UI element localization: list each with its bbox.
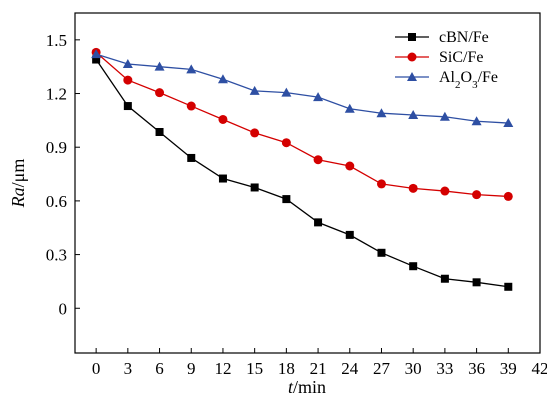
y-tick-label: 1.5 — [46, 31, 67, 50]
legend-entry: cBN/Fe — [395, 29, 489, 46]
series-layer — [91, 47, 514, 291]
series-line — [95, 53, 509, 124]
data-point — [154, 61, 165, 71]
x-tick-label: 21 — [310, 359, 327, 378]
data-point — [313, 92, 324, 102]
x-tick-label: 30 — [405, 359, 422, 378]
x-axis-title-unit: /min — [293, 377, 326, 397]
series-1 — [91, 47, 513, 201]
legend-marker — [407, 72, 417, 81]
data-point — [408, 183, 418, 193]
legend-label: cBN/Fe — [439, 29, 489, 46]
x-tick-label: 9 — [187, 359, 196, 378]
legend-label-part: SiC/Fe — [439, 49, 483, 66]
y-tick-label: 0.6 — [46, 192, 67, 211]
x-tick-label: 33 — [436, 359, 453, 378]
data-point — [282, 195, 291, 204]
data-point — [281, 138, 291, 148]
legend-label-part: Al — [439, 69, 456, 86]
data-point — [155, 128, 164, 136]
x-tick-label: 36 — [468, 359, 485, 378]
data-point — [186, 64, 197, 74]
y-tick-label: 1.2 — [46, 85, 67, 104]
data-point — [314, 218, 323, 227]
y-tick-label: 0.3 — [46, 246, 67, 265]
legend-entry: SiC/Fe — [395, 49, 483, 66]
x-axis-title-italic: t — [288, 377, 294, 397]
x-tick-label: 39 — [500, 359, 517, 378]
data-point — [218, 114, 228, 124]
data-point — [472, 190, 482, 200]
plot-frame — [74, 12, 541, 354]
data-point — [250, 128, 260, 138]
legend-label-part: 3 — [472, 79, 478, 91]
data-point — [439, 111, 450, 121]
data-point — [344, 103, 355, 113]
x-tick-label: 12 — [214, 359, 231, 378]
data-point — [376, 179, 386, 189]
y-axis-title-italic: Ra — [8, 187, 28, 208]
data-point — [376, 108, 387, 118]
y-axis-title-unit: /μm — [8, 159, 28, 188]
y-tick-label: 0 — [59, 299, 68, 318]
data-point — [155, 88, 165, 98]
data-point — [281, 87, 292, 97]
data-point — [408, 110, 419, 119]
data-point — [218, 174, 227, 183]
data-point — [187, 153, 196, 162]
x-tick-label: 24 — [341, 359, 359, 378]
x-tick-label: 3 — [124, 359, 133, 378]
data-point — [503, 118, 514, 128]
legend-marker — [408, 33, 416, 41]
data-point — [122, 59, 133, 68]
legend-label: Al2O3/Fe — [439, 69, 498, 91]
data-point — [91, 49, 102, 59]
series-line — [95, 51, 509, 198]
data-point — [345, 161, 355, 171]
data-point — [249, 85, 260, 95]
legend-label-part: 2 — [455, 79, 461, 91]
data-point — [377, 248, 386, 257]
data-point — [92, 55, 101, 64]
data-point — [123, 75, 133, 85]
data-point — [186, 101, 196, 111]
data-point — [250, 183, 259, 192]
x-axis-title: t/min — [288, 377, 326, 397]
legend: cBN/Fe SiC/Fe Al2O3/Fe — [395, 29, 498, 91]
x-tick-label: 27 — [373, 359, 391, 378]
legend-label-part: cBN/Fe — [439, 29, 489, 46]
y-axis-title: Ra/μm — [8, 159, 28, 209]
data-point — [472, 278, 481, 287]
data-point — [471, 116, 482, 126]
series-2 — [91, 49, 514, 128]
x-tick-label: 42 — [532, 359, 547, 378]
series-0 — [92, 55, 513, 291]
x-tick-label: 15 — [246, 359, 263, 378]
x-axis-ticks: 0 3 6 9 12 15 18 21 24 27 30 33 36 39 42 — [92, 348, 547, 378]
legend-label: SiC/Fe — [439, 49, 483, 66]
data-point — [440, 186, 450, 196]
legend-label-part: /Fe — [478, 69, 498, 86]
data-point — [503, 191, 513, 201]
data-point — [504, 282, 513, 291]
y-tick-label: 0.9 — [46, 138, 67, 157]
data-point — [345, 230, 354, 239]
data-point — [313, 155, 323, 165]
data-point — [409, 262, 418, 271]
data-point — [440, 274, 449, 283]
x-tick-label: 6 — [155, 359, 164, 378]
legend-marker — [407, 52, 417, 62]
data-point — [217, 74, 228, 84]
data-point — [123, 102, 132, 111]
series-line — [95, 59, 509, 288]
legend-entry: Al2O3/Fe — [395, 69, 498, 91]
x-tick-label: 0 — [92, 359, 101, 378]
x-tick-label: 18 — [278, 359, 295, 378]
legend-label-part: O — [461, 69, 473, 86]
y-axis-ticks: 0 0.3 0.6 0.9 1.2 1.5 — [46, 31, 80, 318]
